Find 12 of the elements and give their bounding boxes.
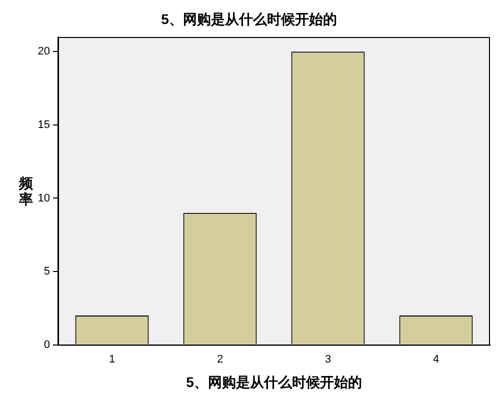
y-tick-label: 15 [38,118,50,131]
x-tick-label: 3 [324,353,332,366]
y-tick-label: 20 [38,46,50,58]
y-tick-label: 0 [44,338,50,351]
y-tick-label: 5 [44,266,50,278]
x-axis-title: 5、网购是从什么时候开始的 [186,374,362,390]
x-tick-label: 1 [108,353,116,366]
x-tick-label: 4 [432,353,440,366]
y-axis-title: 频率 [18,174,34,207]
x-tick-label: 2 [216,353,224,366]
chart-title: 5、网购是从什么时候开始的 [161,10,337,27]
y-tick-label: 10 [38,192,50,204]
